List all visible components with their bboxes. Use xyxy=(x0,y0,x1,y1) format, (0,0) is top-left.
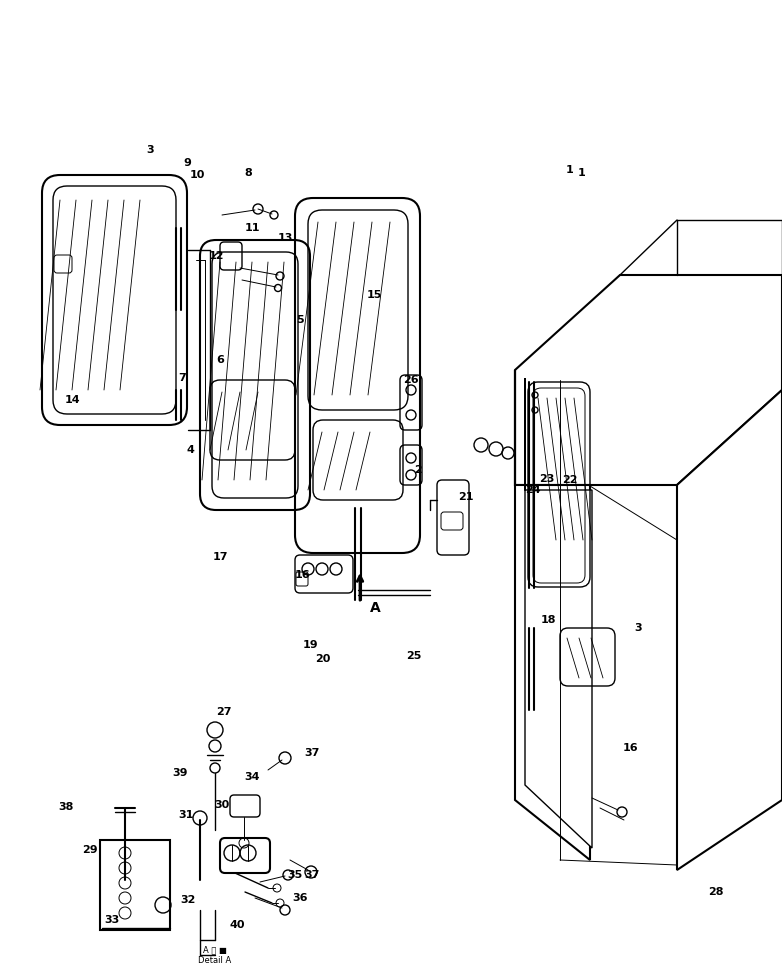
Text: 1: 1 xyxy=(566,165,574,175)
Text: 37: 37 xyxy=(304,870,320,880)
Text: 20: 20 xyxy=(315,654,331,664)
Text: 22: 22 xyxy=(562,475,578,485)
Text: 2: 2 xyxy=(414,465,421,475)
Text: 34: 34 xyxy=(244,772,260,782)
Text: 40: 40 xyxy=(229,920,245,930)
Text: Detail A: Detail A xyxy=(199,956,231,964)
Text: 26: 26 xyxy=(404,375,419,385)
Text: 16: 16 xyxy=(622,743,638,753)
Text: 32: 32 xyxy=(181,895,196,905)
Text: 15: 15 xyxy=(366,290,382,300)
Polygon shape xyxy=(525,378,592,848)
Text: 3: 3 xyxy=(634,623,642,633)
Text: 25: 25 xyxy=(407,651,421,661)
Text: 12: 12 xyxy=(208,251,224,261)
Text: 9: 9 xyxy=(183,158,191,168)
Text: 18: 18 xyxy=(540,615,556,625)
Text: 33: 33 xyxy=(104,915,120,925)
Text: 31: 31 xyxy=(178,810,194,820)
Text: A 詳 ■: A 詳 ■ xyxy=(203,946,227,955)
Text: 14: 14 xyxy=(64,395,80,405)
Text: A: A xyxy=(370,601,380,615)
Text: 27: 27 xyxy=(217,707,231,717)
Polygon shape xyxy=(677,390,782,870)
Text: 13: 13 xyxy=(278,233,292,243)
Text: 29: 29 xyxy=(82,845,98,855)
Text: 4: 4 xyxy=(186,445,194,455)
Text: 10: 10 xyxy=(189,170,205,180)
Polygon shape xyxy=(100,840,170,930)
Text: 28: 28 xyxy=(708,887,724,897)
Text: 11: 11 xyxy=(244,223,260,233)
Text: 7: 7 xyxy=(178,373,186,383)
Text: 16: 16 xyxy=(294,570,310,580)
Text: 6: 6 xyxy=(216,355,224,365)
Polygon shape xyxy=(515,370,590,860)
Text: 23: 23 xyxy=(540,474,554,484)
Text: 37: 37 xyxy=(304,748,320,758)
Text: 30: 30 xyxy=(214,800,230,810)
Text: 5: 5 xyxy=(296,315,304,325)
Text: 1: 1 xyxy=(578,168,586,178)
Text: 35: 35 xyxy=(287,870,303,880)
Text: 36: 36 xyxy=(292,893,308,903)
Text: 39: 39 xyxy=(172,768,188,778)
Polygon shape xyxy=(515,275,782,485)
Text: 19: 19 xyxy=(302,640,317,650)
Text: 8: 8 xyxy=(244,168,252,178)
Text: 17: 17 xyxy=(212,552,228,562)
Text: 21: 21 xyxy=(458,492,474,502)
Text: 38: 38 xyxy=(59,802,74,812)
Text: 24: 24 xyxy=(526,485,541,495)
Text: 3: 3 xyxy=(146,145,154,155)
